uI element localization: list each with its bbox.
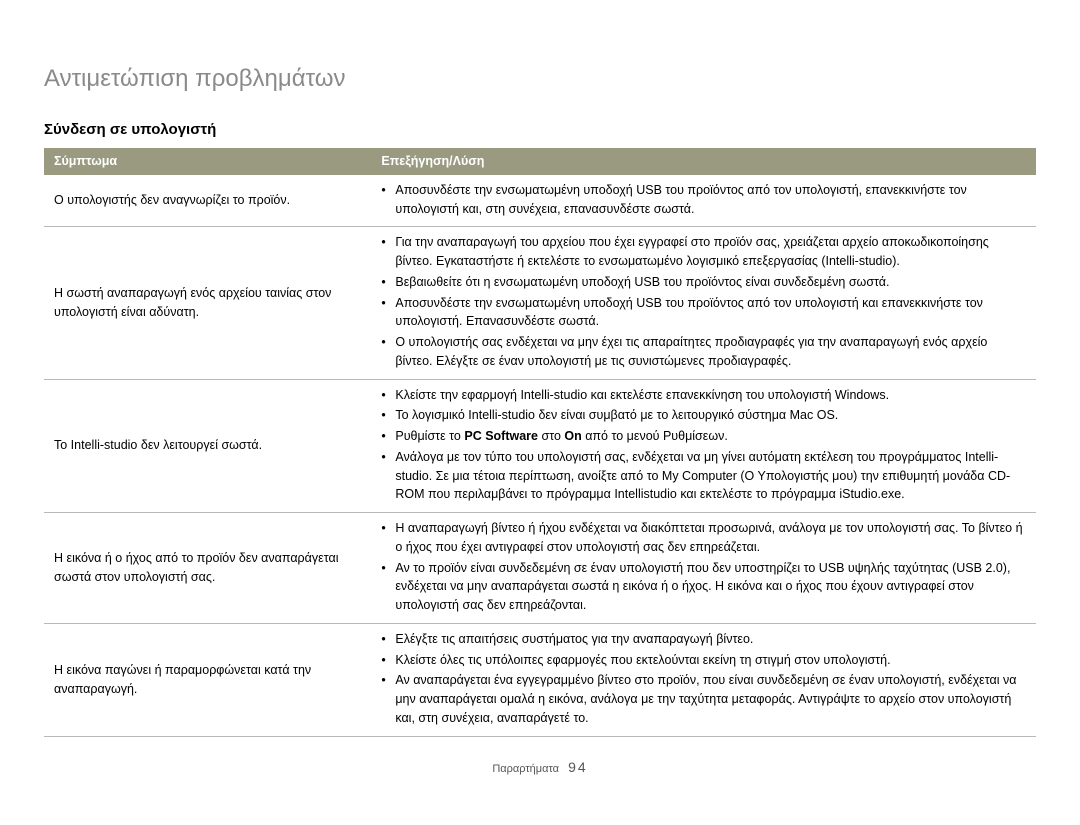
troubleshooting-table: Σύμπτωμα Επεξήγηση/Λύση Ο υπολογιστής δε… — [44, 148, 1036, 737]
list-item: Αν το προϊόν είναι συνδεδεμένη σε έναν υ… — [381, 559, 1026, 615]
list-item: Ο υπολογιστής σας ενδέχεται να μην έχει … — [381, 333, 1026, 371]
th-symptom: Σύμπτωμα — [44, 148, 371, 175]
list-item: Για την αναπαραγωγή του αρχείου που έχει… — [381, 233, 1026, 271]
list-item: Το λογισμικό Intelli-studio δεν είναι συ… — [381, 406, 1026, 425]
table-row: Το Intelli-studio δεν λειτουργεί σωστά. Κ… — [44, 379, 1036, 513]
list-item: Η αναπαραγωγή βίντεο ή ήχου ενδέχεται να… — [381, 519, 1026, 557]
symptom-cell: Η εικόνα ή ο ήχος από το προϊόν δεν αναπ… — [44, 513, 371, 624]
solution-cell: Ελέγξτε τις απαιτήσεις συστήματος για τη… — [371, 623, 1036, 736]
solution-list: Κλείστε την εφαρμογή Intelli-studio και … — [381, 386, 1026, 505]
table-row: Η εικόνα ή ο ήχος από το προϊόν δεν αναπ… — [44, 513, 1036, 624]
list-item: Αποσυνδέστε την ενσωματωμένη υποδοχή USB… — [381, 181, 1026, 219]
list-item: Βεβαιωθείτε ότι η ενσωματωμένη υποδοχή U… — [381, 273, 1026, 292]
solution-list: Αποσυνδέστε την ενσωματωμένη υποδοχή USB… — [381, 181, 1026, 219]
symptom-cell: Ο υπολογιστής δεν αναγνωρίζει το προϊόν. — [44, 175, 371, 227]
symptom-cell: Το Intelli-studio δεν λειτουργεί σωστά. — [44, 379, 371, 513]
solution-list: Ελέγξτε τις απαιτήσεις συστήματος για τη… — [381, 630, 1026, 728]
section-title: Σύνδεση σε υπολογιστή — [44, 121, 1036, 138]
page-number: 94 — [568, 759, 588, 775]
solution-cell: Η αναπαραγωγή βίντεο ή ήχου ενδέχεται να… — [371, 513, 1036, 624]
solution-cell: Κλείστε την εφαρμογή Intelli-studio και … — [371, 379, 1036, 513]
page-title: Αντιμετώπιση προβλημάτων — [44, 65, 1036, 93]
list-item: Ανάλογα με τον τύπο του υπολογιστή σας, … — [381, 448, 1026, 504]
solution-cell: Για την αναπαραγωγή του αρχείου που έχει… — [371, 227, 1036, 379]
table-row: Η σωστή αναπαραγωγή ενός αρχείου ταινίας… — [44, 227, 1036, 379]
solution-list: Η αναπαραγωγή βίντεο ή ήχου ενδέχεται να… — [381, 519, 1026, 615]
symptom-cell: Η εικόνα παγώνει ή παραμορφώνεται κατά τ… — [44, 623, 371, 736]
list-item: Κλείστε όλες τις υπόλοιπες εφαρμογές που… — [381, 651, 1026, 670]
table-row: Ο υπολογιστής δεν αναγνωρίζει το προϊόν.… — [44, 175, 1036, 227]
table-body: Ο υπολογιστής δεν αναγνωρίζει το προϊόν.… — [44, 175, 1036, 736]
list-item: Αποσυνδέστε την ενσωματωμένη υποδοχή USB… — [381, 294, 1026, 332]
list-item: Κλείστε την εφαρμογή Intelli-studio και … — [381, 386, 1026, 405]
list-item: Αν αναπαράγεται ένα εγγεγραμμένο βίντεο … — [381, 671, 1026, 727]
solution-list: Για την αναπαραγωγή του αρχείου που έχει… — [381, 233, 1026, 370]
solution-cell: Αποσυνδέστε την ενσωματωμένη υποδοχή USB… — [371, 175, 1036, 227]
list-item: Ελέγξτε τις απαιτήσεις συστήματος για τη… — [381, 630, 1026, 649]
table-row: Η εικόνα παγώνει ή παραμορφώνεται κατά τ… — [44, 623, 1036, 736]
symptom-cell: Η σωστή αναπαραγωγή ενός αρχείου ταινίας… — [44, 227, 371, 379]
footer: Παραρτήματα 94 — [0, 759, 1080, 775]
footer-label: Παραρτήματα — [492, 763, 559, 775]
th-solution: Επεξήγηση/Λύση — [371, 148, 1036, 175]
list-item: Ρυθμίστε το PC Software στο On από το με… — [381, 427, 1026, 446]
